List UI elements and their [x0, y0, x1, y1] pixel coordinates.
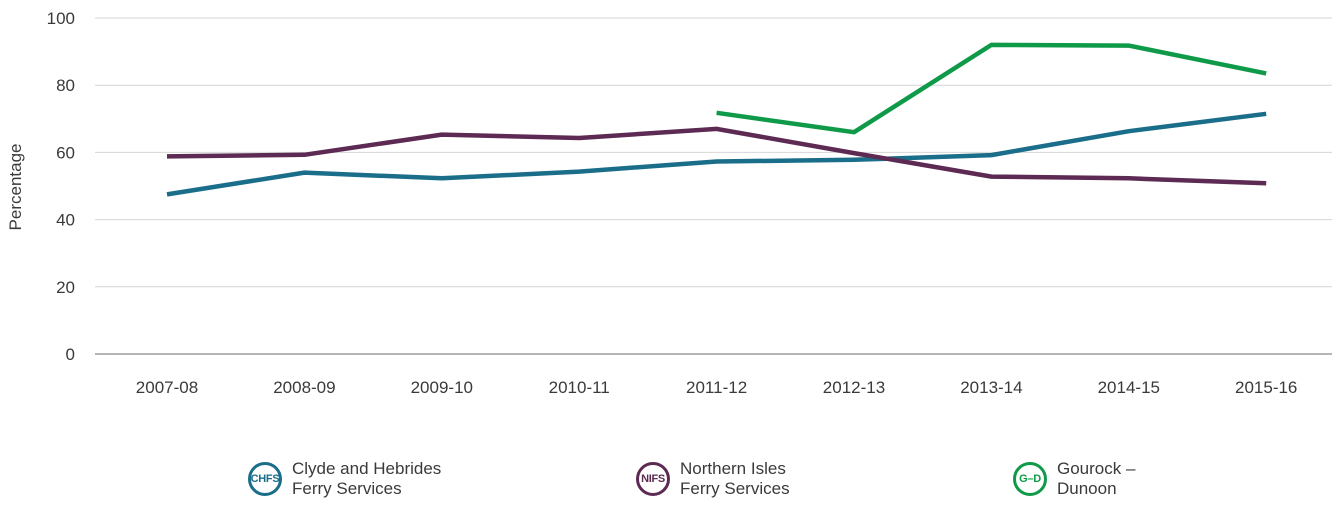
x-tick-label: 2010-11 — [549, 378, 610, 397]
series-line-chfs — [166, 111, 1267, 197]
x-axis-ticks: 2007-08 2008-09 2009-10 2010-11 2011-12 2012-… — [136, 378, 1298, 397]
series-line-nifs — [166, 126, 1267, 186]
legend-label-line1: Northern Isles — [680, 459, 786, 478]
gd-badge-icon: G–D — [1013, 462, 1047, 496]
y-tick-label: 20 — [56, 278, 75, 297]
legend-badge-label: CHFS — [250, 473, 280, 485]
y-tick-label: 60 — [56, 143, 75, 162]
y-tick-label: 80 — [56, 76, 75, 95]
legend-label-line2: Ferry Services — [292, 479, 402, 498]
x-tick-label: 2007-08 — [136, 378, 198, 397]
y-tick-label: 40 — [56, 211, 75, 230]
x-tick-label: 2012-13 — [823, 378, 885, 397]
x-tick-label: 2014-15 — [1098, 378, 1160, 397]
legend-item-chfs: CHFS Clyde and Hebrides Ferry Services — [248, 459, 441, 499]
x-tick-label: 2009-10 — [411, 378, 473, 397]
x-tick-label: 2013-14 — [960, 378, 1022, 397]
line-chart: 0 20 40 60 80 100 2007-08 2008-09 2009-10 2010-1… — [6, 9, 1332, 397]
legend: CHFS Clyde and Hebrides Ferry Services N… — [0, 459, 1338, 509]
legend-label-line2: Dunoon — [1057, 479, 1117, 498]
legend-item-gd: G–D Gourock – Dunoon — [1013, 459, 1135, 499]
y-tick-label: 0 — [66, 345, 75, 364]
y-axis-ticks: 0 20 40 60 80 100 — [47, 9, 75, 364]
x-tick-label: 2015-16 — [1235, 378, 1297, 397]
series-lines — [166, 42, 1267, 197]
gridlines — [95, 17, 1332, 355]
legend-label-line1: Clyde and Hebrides — [292, 459, 442, 478]
chfs-badge-icon: CHFS — [248, 462, 282, 496]
y-tick-label: 100 — [47, 9, 75, 28]
legend-label: Northern Isles Ferry Services — [680, 459, 790, 499]
legend-label: Clyde and Hebrides Ferry Services — [292, 459, 441, 499]
series-line-gourock-dunoon — [716, 42, 1267, 135]
x-tick-label: 2008-09 — [273, 378, 335, 397]
legend-label-line2: Ferry Services — [680, 479, 790, 498]
nifs-badge-icon: NIFS — [636, 462, 670, 496]
legend-badge-label: G–D — [1019, 473, 1041, 485]
legend-label: Gourock – Dunoon — [1057, 459, 1135, 499]
y-axis-title: Percentage — [6, 144, 25, 231]
x-tick-label: 2011-12 — [686, 378, 747, 397]
legend-item-nifs: NIFS Northern Isles Ferry Services — [636, 459, 790, 499]
legend-badge-label: NIFS — [641, 473, 665, 485]
legend-label-line1: Gourock – — [1057, 459, 1136, 478]
